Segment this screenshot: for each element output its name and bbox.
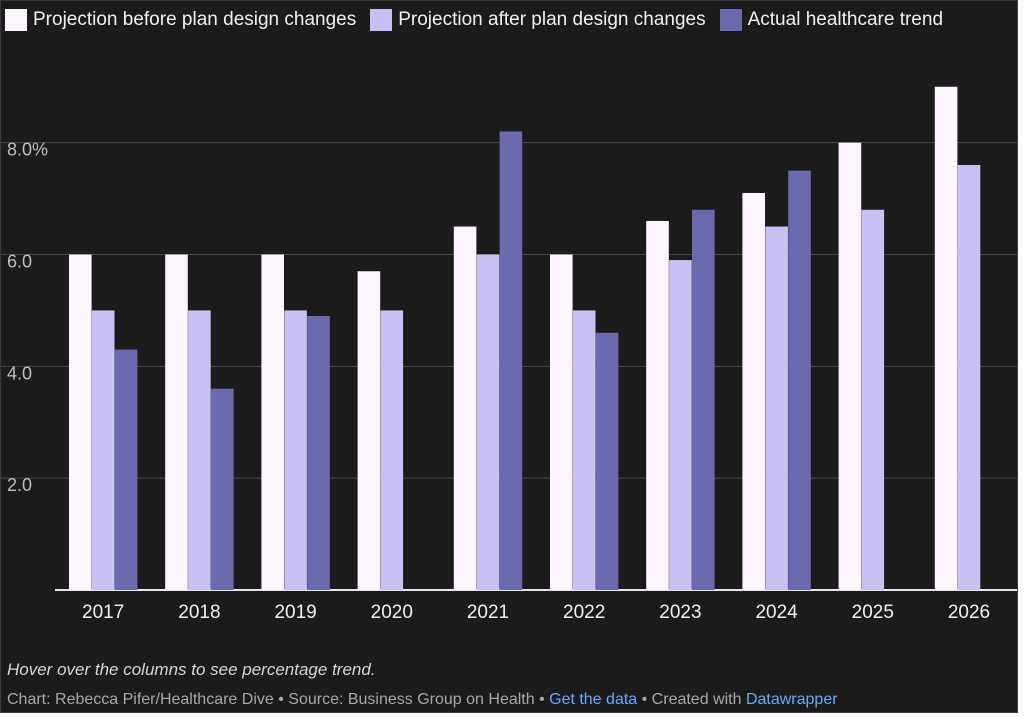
- bar[interactable]: [934, 86, 958, 591]
- x-tick-label: 2018: [178, 602, 220, 623]
- bars-layer[interactable]: [69, 86, 981, 591]
- y-tick-label: 8.0%: [7, 140, 48, 160]
- x-tick-label: 2021: [467, 602, 509, 623]
- legend-item-before: Projection before plan design changes: [5, 9, 356, 31]
- chart-credit: Chart: Rebecca Pifer/Healthcare Dive • S…: [7, 691, 838, 709]
- bar[interactable]: [646, 220, 669, 590]
- x-tick-label: 2024: [755, 602, 798, 623]
- bar[interactable]: [476, 254, 500, 590]
- bar[interactable]: [861, 209, 885, 590]
- legend-item-after: Projection after plan design changes: [370, 9, 706, 31]
- bar[interactable]: [188, 310, 211, 590]
- hover-note: Hover over the columns to see percentage…: [7, 660, 376, 679]
- bar[interactable]: [211, 388, 234, 590]
- created-with-text: • Created with: [637, 691, 746, 708]
- legend-label-before: Projection before plan design changes: [33, 9, 357, 30]
- bar[interactable]: [165, 254, 188, 590]
- x-tick-label: 2017: [82, 602, 124, 623]
- bar[interactable]: [669, 260, 692, 590]
- legend: Projection before plan design changes Pr…: [5, 7, 943, 33]
- bar[interactable]: [91, 310, 115, 590]
- x-tick-label: 2026: [948, 602, 990, 623]
- legend-label-after: Projection after plan design changes: [398, 9, 706, 30]
- bar-chart[interactable]: 2.04.06.08.0% 2017 2018 2019 2020 2021 2022 20…: [1, 1, 1017, 661]
- get-data-link[interactable]: Get the data: [549, 691, 638, 708]
- y-tick-label: 2.0: [7, 475, 32, 495]
- bar[interactable]: [742, 192, 765, 590]
- bar[interactable]: [69, 254, 92, 590]
- bar[interactable]: [499, 131, 523, 590]
- legend-swatch-before: [5, 9, 27, 31]
- x-tick-label: 2020: [371, 602, 413, 623]
- legend-swatch-actual: [719, 9, 742, 31]
- bar[interactable]: [284, 310, 307, 590]
- bar[interactable]: [957, 165, 981, 591]
- x-tick-label: 2022: [563, 602, 605, 623]
- x-tick-label: 2025: [852, 602, 894, 623]
- bar[interactable]: [357, 271, 381, 590]
- bar[interactable]: [572, 310, 596, 590]
- bar[interactable]: [788, 170, 811, 590]
- bar[interactable]: [453, 226, 477, 590]
- bar[interactable]: [595, 332, 619, 590]
- x-tick-label: 2019: [274, 602, 316, 623]
- credit-text: Chart: Rebecca Pifer/Healthcare Dive • S…: [7, 691, 550, 708]
- datawrapper-link[interactable]: Datawrapper: [745, 691, 838, 708]
- bar[interactable]: [550, 254, 573, 590]
- y-tick-label: 6.0: [7, 251, 32, 271]
- chart-notes: Hover over the columns to see percentage…: [7, 660, 376, 680]
- legend-swatch-after: [370, 9, 393, 31]
- legend-label-actual: Actual healthcare trend: [747, 9, 944, 30]
- bar[interactable]: [692, 209, 715, 590]
- y-tick-label: 4.0: [7, 363, 32, 383]
- x-tick-label: 2023: [659, 602, 701, 623]
- x-axis-labels: 2017 2018 2019 2020 2021 2022 2023 2024 2025 2026: [82, 602, 990, 623]
- legend-item-actual: Actual healthcare trend: [719, 9, 944, 31]
- bar[interactable]: [307, 316, 330, 590]
- bar[interactable]: [261, 254, 284, 590]
- bar[interactable]: [114, 349, 138, 590]
- bar[interactable]: [838, 142, 862, 590]
- bar[interactable]: [380, 310, 404, 590]
- bar[interactable]: [765, 226, 788, 590]
